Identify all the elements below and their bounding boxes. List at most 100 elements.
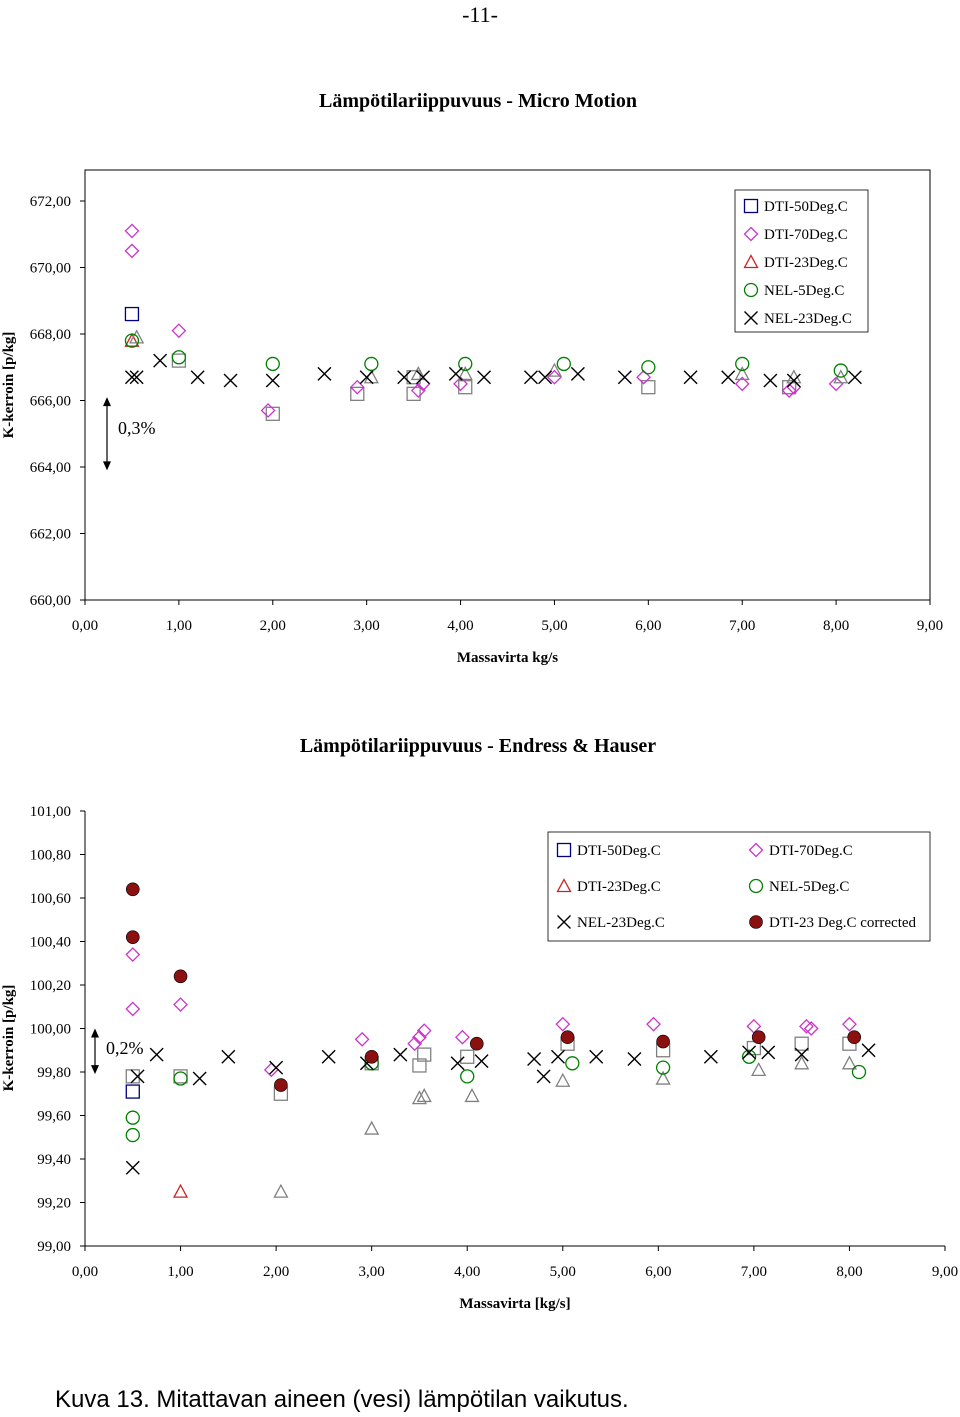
data-point [173, 1071, 188, 1086]
y-tick-label: 100,20 [30, 978, 71, 994]
data-point [125, 882, 140, 897]
x-tick-label: 2,00 [263, 1264, 289, 1280]
annotation-arrow-head [91, 1065, 99, 1075]
x-tick-label: 1,00 [167, 1264, 193, 1280]
annotation-label: 0,2% [106, 1038, 144, 1058]
data-point [851, 1064, 867, 1080]
x-tick-label: 9,00 [917, 618, 943, 634]
y-tick-label: 660,00 [30, 593, 71, 609]
data-point [763, 373, 778, 388]
x-tick-label: 6,00 [635, 618, 661, 634]
data-point [761, 1045, 776, 1060]
y-tick-label: 99,40 [37, 1152, 71, 1168]
data-point [171, 323, 187, 339]
y-tick-label: 664,00 [30, 460, 71, 476]
y-tick-label: 668,00 [30, 327, 71, 343]
data-point [397, 370, 412, 385]
data-point [794, 1036, 809, 1051]
data-point [641, 360, 656, 375]
x-axis-label: Massavirta kg/s [457, 650, 558, 666]
data-point [547, 369, 562, 385]
data-point [560, 1030, 575, 1045]
data-point [260, 403, 276, 418]
data-point [565, 1056, 580, 1071]
data-point [317, 366, 332, 381]
x-tick-label: 3,00 [359, 1264, 385, 1280]
data-point [274, 1078, 288, 1092]
data-point [149, 1047, 164, 1062]
data-point [171, 353, 187, 368]
data-point [172, 1183, 189, 1198]
data-point [124, 332, 140, 347]
y-tick-label: 100,60 [30, 891, 71, 907]
y-tick-label: 100,40 [30, 935, 71, 951]
y-tick-label: 99,80 [37, 1065, 71, 1081]
data-point [448, 366, 463, 381]
x-tick-label: 5,00 [550, 1264, 576, 1280]
data-point [416, 1088, 432, 1103]
data-point [474, 1054, 489, 1069]
data-point [469, 1036, 484, 1051]
data-point [734, 366, 750, 381]
data-point [125, 1127, 140, 1143]
data-point [350, 386, 365, 402]
data-point [477, 370, 492, 385]
y-tick-label: 100,00 [30, 1022, 71, 1038]
x-tick-label: 5,00 [541, 618, 567, 634]
data-point [364, 1049, 379, 1064]
legend-label: NEL-5Deg.C [769, 879, 849, 895]
micro-motion-chart: 0,00 1,00 2,00 3,00 4,00 5,00 6,00 7,00 8,00 9,00… [1, 169, 943, 666]
data-point [393, 1047, 408, 1062]
data-point [173, 997, 188, 1012]
data-point [455, 1029, 470, 1045]
data-point [349, 379, 365, 395]
data-point [263, 1062, 279, 1078]
data-point [412, 1029, 427, 1045]
data-point [129, 329, 145, 344]
data-point [656, 1034, 670, 1049]
chart-title: Lämpötilariippuvuus - Endress & Hauser [300, 735, 656, 757]
data-point [741, 1049, 757, 1064]
data-point [364, 1120, 380, 1135]
data-point [273, 1183, 289, 1198]
data-point [450, 1056, 465, 1071]
data-point [221, 1049, 236, 1064]
figure-caption: Kuva 13. Mitattavan aineen (vesi) lämpöt… [55, 1386, 629, 1413]
data-point [655, 1070, 671, 1085]
data-point [833, 363, 848, 378]
data-point [828, 376, 844, 392]
data-point [734, 376, 750, 392]
legend-marker [743, 226, 759, 242]
x-axis-label: Massavirta [kg/s] [459, 1296, 570, 1312]
data-point [803, 1021, 819, 1036]
annotation-arrow-head [103, 397, 111, 407]
y-tick-label: 670,00 [30, 261, 71, 277]
data-point [124, 370, 139, 385]
data-point [842, 1016, 857, 1032]
legend-box [734, 189, 869, 333]
x-tick-label: 3,00 [354, 618, 380, 634]
data-point [406, 386, 421, 402]
y-tick-label: 101,00 [30, 804, 71, 820]
data-point [124, 306, 140, 322]
data-point [751, 1061, 767, 1077]
data-point [125, 1110, 140, 1125]
data-point [861, 1043, 876, 1058]
legend-marker [744, 311, 758, 325]
data-point [124, 333, 140, 348]
data-point [683, 370, 698, 385]
legend-label: DTI-23Deg.C [764, 255, 848, 271]
data-point [617, 370, 632, 385]
legend-marker [557, 915, 571, 929]
y-axis-label: K-kerroin [p/kg] [1, 985, 17, 1092]
data-point [636, 369, 652, 385]
y-tick-label: 672,00 [30, 194, 71, 210]
data-point [125, 1160, 140, 1175]
page-number: -11- [462, 2, 498, 27]
data-point [721, 370, 736, 385]
data-point [570, 366, 585, 381]
data-point [269, 1060, 284, 1075]
legend-label: DTI-70Deg.C [764, 227, 848, 243]
data-point [192, 1071, 207, 1086]
data-point [641, 380, 656, 395]
